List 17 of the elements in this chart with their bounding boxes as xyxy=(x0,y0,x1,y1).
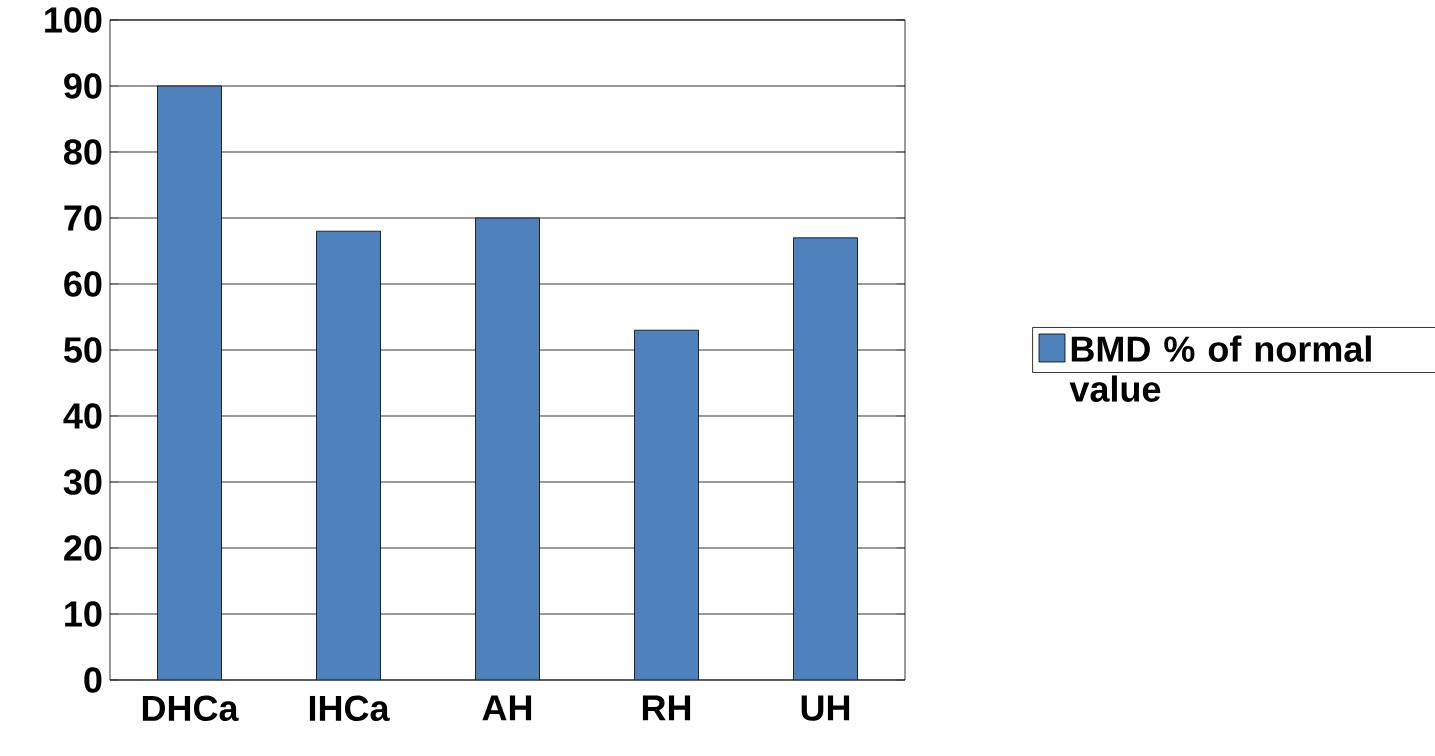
x-tick-label: DHCa xyxy=(142,695,239,722)
y-tick-label: 30 xyxy=(63,469,102,495)
legend-label: BMD % of normal value xyxy=(1069,335,1371,402)
x-tick-label: AH xyxy=(482,695,532,721)
y-tick-label: 0 xyxy=(84,667,102,693)
y-tick-label: 70 xyxy=(64,205,102,231)
y-tick-label: 50 xyxy=(63,337,102,363)
y-tick-label: 20 xyxy=(64,535,102,561)
y-tick-label: 80 xyxy=(64,139,102,165)
y-tick-label: 60 xyxy=(64,271,102,297)
y-tick-label: 40 xyxy=(63,403,102,429)
y-tick-label: 10 xyxy=(65,601,102,627)
y-tick-label: 90 xyxy=(64,73,102,99)
x-tick-label: UH xyxy=(801,695,850,721)
x-tick-label: RH xyxy=(642,695,691,721)
y-tick-label: 100 xyxy=(45,7,102,33)
x-tick-label: IHCa xyxy=(309,695,390,722)
